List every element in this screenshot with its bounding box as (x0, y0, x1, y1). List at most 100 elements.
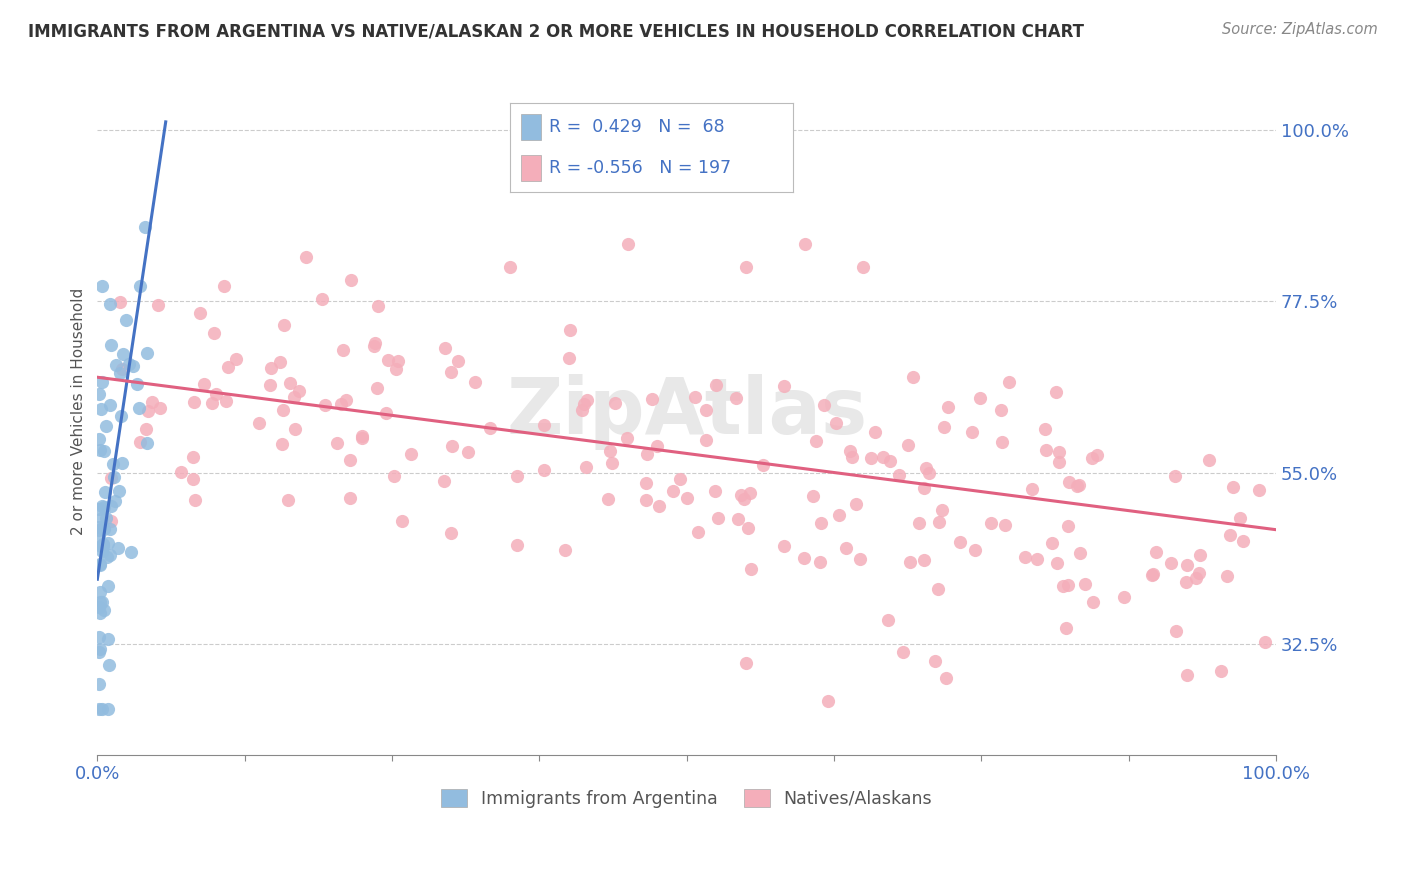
Point (558, 323, 581, 337)
Point (824, 416, 846, 430)
Point (872, 450, 894, 465)
Point (284, 422, 307, 436)
Point (91, 539, 114, 553)
Point (183, 394, 205, 409)
Point (89, 442, 111, 457)
Point (817, 694, 839, 708)
Point (808, 555, 831, 569)
Point (93, 522, 115, 536)
Point (464, 375, 486, 389)
Point (118, 357, 141, 371)
Point (91, 544, 114, 558)
Point (340, 273, 363, 287)
Point (1067, 478, 1090, 492)
Point (1249, 483, 1271, 497)
Point (87, 645, 110, 659)
Point (891, 644, 914, 658)
Point (89, 585, 111, 599)
Point (98, 296, 121, 310)
Point (533, 418, 555, 433)
Point (97, 657, 120, 672)
Text: Source: ZipAtlas.com: Source: ZipAtlas.com (1222, 22, 1378, 37)
Point (839, 443, 862, 458)
Point (998, 376, 1021, 390)
Point (93, 500, 115, 515)
Point (554, 542, 576, 557)
Legend: Immigrants from Argentina, Natives/Alaskans: Immigrants from Argentina, Natives/Alask… (434, 781, 939, 814)
Point (111, 361, 134, 376)
Point (479, 420, 502, 434)
Point (733, 492, 755, 507)
Point (364, 335, 387, 350)
Point (928, 516, 950, 530)
Point (616, 431, 638, 445)
Text: IMMIGRANTS FROM ARGENTINA VS NATIVE/ALASKAN 2 OR MORE VEHICLES IN HOUSEHOLD CORR: IMMIGRANTS FROM ARGENTINA VS NATIVE/ALAS… (28, 22, 1084, 40)
Point (401, 447, 423, 461)
Point (683, 390, 706, 404)
Point (269, 355, 291, 369)
Point (669, 472, 692, 486)
Point (97, 702, 120, 716)
Point (295, 250, 318, 264)
Point (339, 453, 361, 467)
Point (100, 471, 122, 485)
Point (1033, 421, 1056, 435)
Point (350, 431, 373, 445)
Point (1164, 468, 1187, 483)
Point (89, 594, 111, 608)
Point (676, 491, 699, 505)
Point (887, 468, 910, 483)
Point (101, 457, 124, 471)
Point (793, 236, 815, 251)
Point (901, 370, 924, 384)
Point (558, 351, 581, 366)
Point (876, 614, 898, 628)
Point (813, 399, 835, 413)
Point (936, 401, 959, 415)
Point (1209, 665, 1232, 679)
Point (314, 398, 336, 412)
Point (97, 536, 120, 550)
Point (1047, 444, 1070, 458)
Point (704, 378, 727, 392)
Point (506, 468, 529, 483)
Point (225, 352, 247, 367)
Point (134, 220, 156, 235)
Point (114, 313, 136, 327)
Point (87, 702, 110, 716)
Point (387, 354, 409, 368)
Point (107, 541, 129, 555)
Point (908, 516, 931, 531)
Point (828, 508, 851, 522)
Point (247, 416, 270, 430)
Point (605, 396, 627, 410)
Point (1175, 575, 1198, 590)
Point (1035, 443, 1057, 458)
Point (98, 549, 121, 563)
Point (1045, 384, 1067, 399)
Point (141, 394, 163, 409)
Point (128, 401, 150, 415)
Point (277, 493, 299, 508)
Point (695, 403, 717, 417)
Point (89, 641, 111, 656)
Point (1142, 566, 1164, 581)
Point (98, 522, 121, 536)
Point (278, 376, 301, 391)
Point (1160, 556, 1182, 570)
Point (110, 409, 132, 423)
Point (1189, 549, 1212, 563)
Point (1175, 668, 1198, 682)
Point (384, 361, 406, 376)
Point (1021, 482, 1043, 496)
Point (1085, 448, 1108, 462)
Point (602, 456, 624, 470)
Point (935, 671, 957, 685)
Point (912, 481, 935, 495)
Point (271, 436, 294, 450)
Point (1166, 624, 1188, 638)
Point (730, 488, 752, 502)
Point (201, 396, 224, 410)
Point (125, 376, 148, 391)
Point (188, 306, 211, 320)
